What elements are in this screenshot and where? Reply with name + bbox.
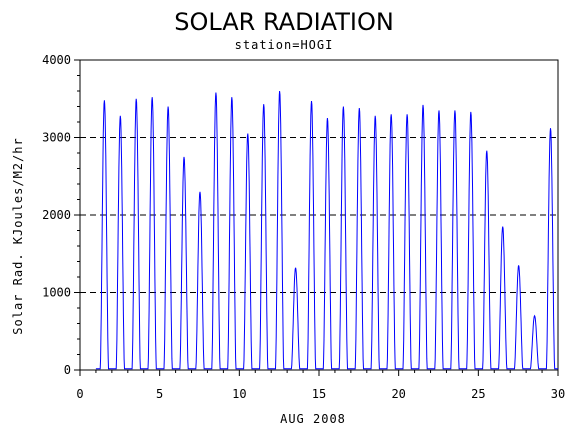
x-axis: 0 5 10 15 20 25 30 — [76, 370, 565, 401]
x-axis-label: AUG 2008 — [280, 412, 346, 426]
x-tick-label-20: 20 — [391, 387, 405, 401]
y-tick-label-4000: 4000 — [42, 53, 71, 67]
x-tick-label-10: 10 — [232, 387, 246, 401]
chart-title: SOLAR RADIATION — [174, 8, 394, 36]
y-tick-label-3000: 3000 — [42, 131, 71, 145]
y-tick-label-1000: 1000 — [42, 286, 71, 300]
x-tick-label-0: 0 — [76, 387, 83, 401]
y-axis: 0 1000 2000 3000 4000 — [42, 53, 80, 377]
x-tick-label-30: 30 — [551, 387, 565, 401]
y-tick-label-2000: 2000 — [42, 208, 71, 222]
y-axis-label: Solar Rad. KJoules/M2/hr — [11, 137, 25, 334]
series-line-solar-radiation — [95, 90, 558, 370]
y-tick-label-0: 0 — [64, 363, 71, 377]
x-tick-label-5: 5 — [156, 387, 163, 401]
x-tick-label-15: 15 — [312, 387, 326, 401]
chart-subtitle: station=HOGI — [235, 38, 334, 52]
series-layer — [95, 90, 558, 370]
x-tick-label-25: 25 — [471, 387, 485, 401]
